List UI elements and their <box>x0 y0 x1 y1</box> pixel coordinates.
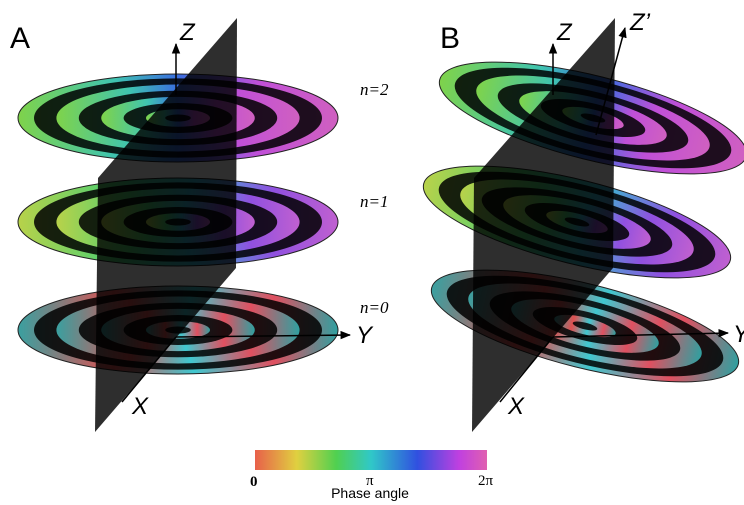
axis-label: X <box>507 393 525 420</box>
axis-label: Z <box>179 19 196 46</box>
colorbar-title: Phase angle <box>331 485 409 501</box>
colorbar-tick: 2π <box>478 473 494 489</box>
order-label: n=1 <box>360 192 388 211</box>
order-label: n=0 <box>360 298 389 317</box>
colorbar <box>255 450 487 470</box>
order-label: n=2 <box>360 80 389 99</box>
axis-label: Z’ <box>629 9 651 36</box>
colorbar-tick: 0 <box>250 474 258 490</box>
figure: A Z X Y B Z Z’ X Y n=2 n=1 n=0 0 π 2π Ph… <box>0 0 744 505</box>
axis-label: Z <box>556 19 573 46</box>
axis-label: Y <box>733 321 744 348</box>
panel-label: A <box>10 22 30 55</box>
axis-label: Y <box>356 322 374 349</box>
panel-label: B <box>440 22 460 55</box>
axis-label: X <box>131 393 149 420</box>
